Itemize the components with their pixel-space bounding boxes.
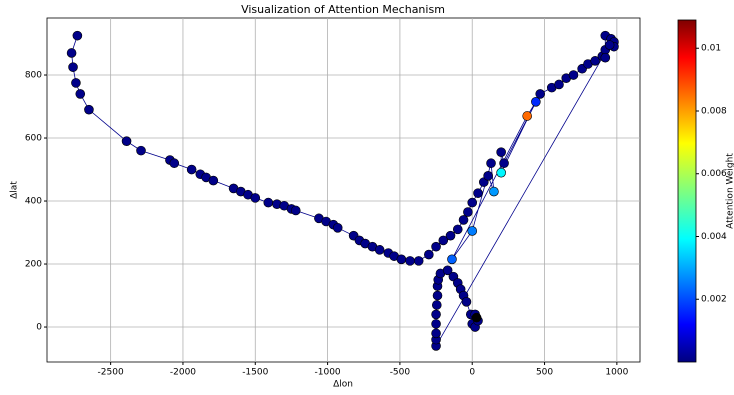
- point: [432, 300, 441, 309]
- x-tick-label: -500: [390, 368, 411, 378]
- point: [432, 319, 441, 328]
- point: [209, 176, 218, 185]
- point: [447, 255, 456, 264]
- colorbar-tick-label: 0.008: [701, 106, 727, 116]
- point: [170, 159, 179, 168]
- colorbar-tick-label: 0.006: [701, 169, 727, 179]
- point: [264, 198, 273, 207]
- y-axis-label: Δlat: [10, 181, 20, 199]
- point: [446, 231, 455, 240]
- point: [601, 53, 610, 62]
- x-tick-label: -2500: [98, 368, 124, 378]
- colorbar-label: Attention Weight: [726, 153, 734, 229]
- point: [432, 242, 441, 251]
- point: [406, 256, 415, 265]
- point: [474, 189, 483, 198]
- point: [605, 41, 614, 50]
- point: [497, 168, 506, 177]
- point: [73, 31, 82, 40]
- y-tick-label: 0: [36, 323, 42, 333]
- point: [500, 159, 509, 168]
- point: [432, 329, 441, 338]
- colorbar-tick-label: 0.004: [701, 232, 727, 242]
- colorbar: [678, 20, 696, 362]
- x-tick-label: -1000: [315, 368, 341, 378]
- x-tick-label: -2000: [170, 368, 196, 378]
- point: [397, 255, 406, 264]
- point: [472, 313, 481, 322]
- point: [67, 48, 76, 57]
- y-tick-label: 600: [25, 134, 42, 144]
- point: [333, 223, 342, 232]
- point: [468, 198, 477, 207]
- point: [463, 208, 472, 217]
- point: [251, 193, 260, 202]
- point: [291, 206, 300, 215]
- point: [459, 215, 468, 224]
- point: [531, 97, 540, 106]
- point: [84, 105, 93, 114]
- point: [76, 89, 85, 98]
- point: [462, 297, 471, 306]
- trajectory-line: [72, 36, 614, 346]
- point: [555, 80, 564, 89]
- point: [497, 148, 506, 157]
- point: [122, 137, 131, 146]
- point: [453, 225, 462, 234]
- point: [433, 291, 442, 300]
- point: [137, 146, 146, 155]
- plot-area: [47, 18, 640, 362]
- x-tick-label: 0: [469, 368, 475, 378]
- point: [71, 78, 80, 87]
- chart-title: Visualization of Attention Mechanism: [241, 3, 445, 16]
- x-tick-label: 500: [536, 368, 553, 378]
- point: [489, 187, 498, 196]
- x-tick-label: 1000: [605, 368, 628, 378]
- point: [536, 89, 545, 98]
- y-tick-label: 800: [25, 71, 42, 81]
- y-tick-label: 200: [25, 260, 42, 270]
- point: [187, 165, 196, 174]
- point: [523, 111, 532, 120]
- colorbar-tick-label: 0.01: [701, 44, 721, 54]
- point: [487, 159, 496, 168]
- point: [424, 250, 433, 259]
- y-tick-label: 400: [25, 197, 42, 207]
- x-tick-label: -1500: [242, 368, 268, 378]
- point: [432, 310, 441, 319]
- point: [69, 63, 78, 72]
- x-axis-label: Δlon: [333, 380, 353, 390]
- point: [484, 171, 493, 180]
- point: [569, 71, 578, 80]
- point: [468, 226, 477, 235]
- point: [414, 256, 423, 265]
- colorbar-tick-label: 0.002: [701, 295, 727, 305]
- point: [375, 245, 384, 254]
